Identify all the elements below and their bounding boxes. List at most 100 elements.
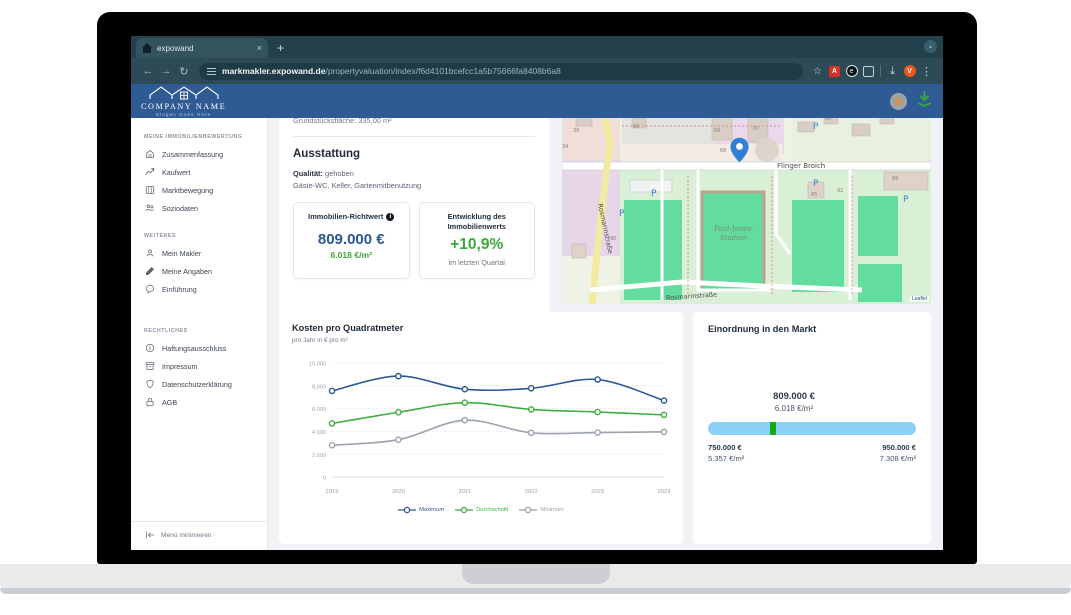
pdf-extension-icon[interactable]: A [826,63,843,80]
info-icon[interactable]: i [386,213,395,222]
equipment-heading: Ausstattung [293,147,361,160]
market-value-sub: 6.018 €/m² [774,404,814,413]
map-poi-label: Stadion [720,234,748,242]
dark-extension-icon[interactable]: e [843,63,860,80]
market-range-bar[interactable] [708,422,916,435]
map-street-label: Rosmarinstraße [666,290,718,302]
sidebar-section-weiteres: WEITERES Mein Makler Meine Angaben [131,233,267,298]
header-actions [890,90,933,112]
property-map[interactable]: P P P P P 39 34 66 66 70 68 80 89 [562,118,931,304]
sidebar-item-impressum[interactable]: Impressum [131,357,267,375]
toolbar-divider [880,65,881,77]
minimize-menu-button[interactable]: Menü minimieren [131,521,267,550]
market-range-max: 950.000 € 7.308 €/m² [880,443,916,463]
sidebar-item-kaufwert[interactable]: Kaufwert [131,163,267,181]
url-path: /propertyvaluation/index/f6d4101bcefcc1a… [325,66,561,76]
legend-marker-icon [455,506,474,514]
speech-bubble-icon [145,284,155,294]
sidebar-item-agb[interactable]: AGB [131,393,267,411]
svg-text:6.000: 6.000 [312,407,326,413]
browser-tab-expowand[interactable]: expowand × [136,38,268,58]
cost-per-sqm-chart-panel: Kosten pro Quadratmeter pro Jahr in € pr… [279,312,683,544]
sidebar-item-meine-angaben[interactable]: Meine Angaben [131,262,267,280]
svg-text:2021: 2021 [458,489,471,495]
market-panel-title: Einordnung in den Markt [708,324,817,334]
legend-item[interactable]: Durchschnitt [455,506,508,514]
tab-title: expowand [157,43,194,53]
svg-text:80: 80 [825,118,831,122]
extensions-puzzle-icon[interactable] [860,63,877,80]
archive-icon [145,361,155,371]
legend-item[interactable]: Maximum [398,506,444,514]
sidebar-item-zusammenfassung[interactable]: Zusammenfassung [131,145,267,163]
user-icon [145,248,155,258]
new-tab-button[interactable]: + [277,41,285,55]
stat-card-title: Immobilien-Richtwert i [300,212,403,222]
svg-text:0: 0 [323,476,326,482]
sidebar-item-label: AGB [162,397,178,407]
svg-text:85: 85 [811,192,817,198]
back-button[interactable]: ← [142,65,154,77]
shield-icon [145,379,155,389]
svg-text:P: P [619,209,625,219]
minimize-menu-label: Menü minimieren [161,531,212,539]
download-glyph: ⤓ [890,64,895,77]
chart-legend: Maximum Durchschnitt Minimum [292,506,670,514]
sidebar-item-label: Impressum [162,361,198,371]
svg-text:8.000: 8.000 [312,384,326,390]
site-info-icon[interactable] [207,67,216,76]
sidebar-item-mein-makler[interactable]: Mein Makler [131,244,267,262]
url-domain: markmakler.expowand.de [222,66,326,76]
sidebar: MEINE IMMOBILIENBEWERTUNG Zusammenfassun… [131,118,268,550]
reload-button[interactable]: ↻ [179,65,189,78]
sidebar-section-title: RECHTLICHES [144,328,188,334]
market-max-value: 950.000 € [882,443,916,452]
sidebar-item-datenschutzerklaerung[interactable]: Datenschutzerklärung [131,375,267,393]
forward-button[interactable]: → [160,65,172,77]
bookmark-star-icon[interactable]: ☆ [809,63,826,80]
legend-marker-icon [398,506,417,514]
market-panel-body: 809.000 € 6.018 €/m² 750.000 € 5.357 €/m… [708,390,916,463]
map-attribution[interactable]: Leaflet [909,296,929,302]
brand-slogan: Slogan Goes Here [155,111,212,117]
browser-menu-button[interactable]: ⋮ [918,63,935,80]
sidebar-item-label: Einführung [162,284,197,294]
sidebar-item-marktbewegung[interactable]: Marktbewegung [131,181,267,199]
address-bar[interactable]: markmakler.expowand.de/propertyvaluation… [199,62,803,80]
gear-icon[interactable] [890,92,907,110]
market-position-panel: Einordnung in den Markt 809.000 € 6.018 … [693,312,931,544]
sidebar-item-label: Haftungsausschluss [162,343,227,353]
star-glyph: ☆ [813,65,822,77]
map-icon [145,185,155,195]
svg-text:P: P [813,179,819,189]
trending-up-icon [145,167,155,177]
tab-close-icon[interactable]: × [256,42,262,53]
download-icon[interactable] [916,90,933,112]
legend-item[interactable]: Minimum [519,506,564,514]
svg-text:39: 39 [573,128,579,134]
svg-text:2023: 2023 [591,489,604,495]
tab-list-chevron-down-icon[interactable]: ⌄ [924,40,937,53]
info-circle-icon [145,343,155,353]
stat-card-value: 809.000 € [317,231,385,249]
legend-label: Durchschnitt [476,507,509,513]
svg-text:2020: 2020 [392,489,405,495]
brand-logo[interactable]: COMPANY NAME Slogan Goes Here [141,85,227,117]
home-icon [145,149,155,159]
sidebar-item-label: Mein Makler [162,248,202,258]
market-value: 809.000 € [773,390,815,401]
sidebar-item-haftungsausschluss[interactable]: Haftungsausschluss [131,339,267,357]
sidebar-item-label: Marktbewegung [162,185,214,195]
downloads-icon[interactable]: ⤓ [884,63,901,80]
sidebar-item-soziodaten[interactable]: Soziodaten [131,199,267,217]
profile-avatar[interactable]: V [901,63,918,80]
map-pin-icon[interactable] [730,137,749,163]
sidebar-item-label: Soziodaten [162,203,198,213]
brand-name: COMPANY NAME [141,101,227,111]
sidebar-item-einfuehrung[interactable]: Einführung [131,280,267,298]
sidebar-section-rechtliches: RECHTLICHES Haftungsausschluss Impressum [131,328,267,411]
dark-circle-glyph: e [845,65,858,77]
pencil-icon [145,266,155,276]
stat-cards: Immobilien-Richtwert i 809.000 € 6.018 €/… [293,202,535,280]
browser-toolbar: ← → ↻ markmakler.expowand.de/propertyval… [131,58,943,84]
